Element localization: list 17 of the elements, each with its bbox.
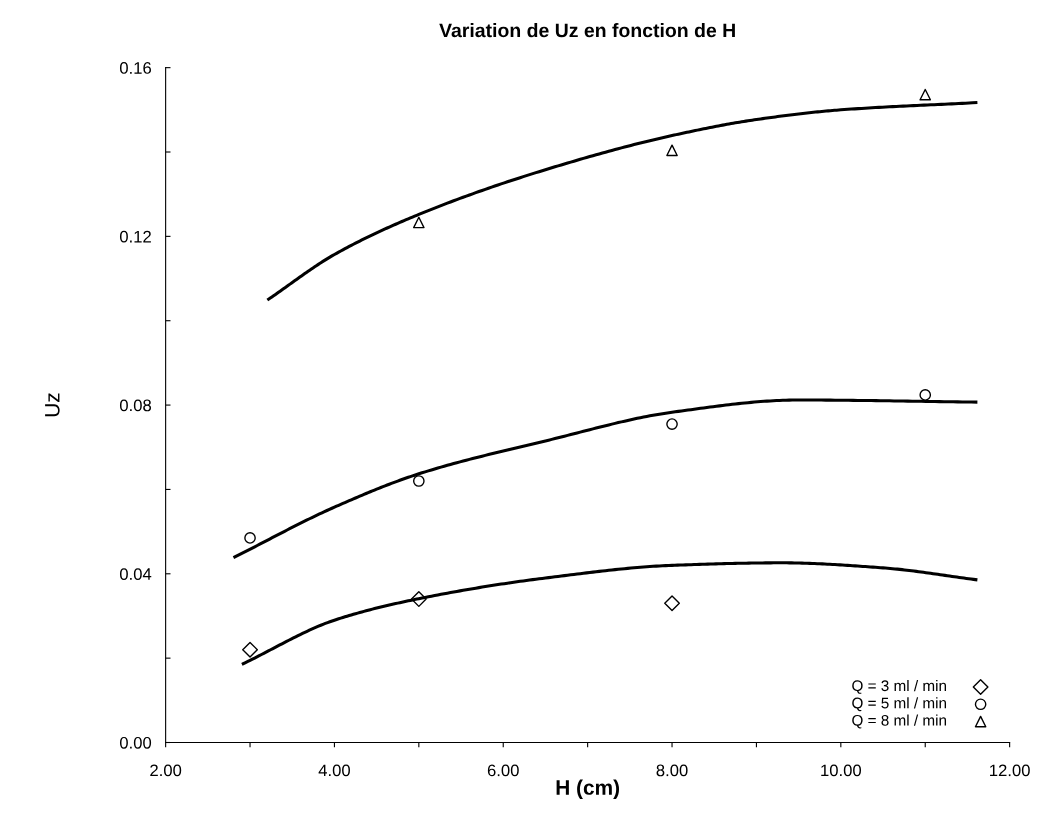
x-tick-label: 12.00 xyxy=(990,764,1030,777)
x-tick-label: 8.00 xyxy=(656,764,688,777)
y-tick-label: 0.08 xyxy=(119,399,152,412)
y-tick-label: 0.00 xyxy=(119,736,152,749)
chart-title: Variation de Uz en fonction de H xyxy=(439,23,735,38)
x-tick-label: 4.00 xyxy=(318,764,350,777)
x-tick-label: 10.00 xyxy=(821,764,862,777)
legend-label: Q = 8 ml / min xyxy=(852,714,947,729)
x-axis-title: H (cm) xyxy=(556,779,620,799)
legend-label: Q = 5 ml / min xyxy=(852,697,947,712)
legend-label: Q = 3 ml / min xyxy=(852,679,947,694)
y-tick-label: 0.12 xyxy=(119,230,151,243)
y-tick-label: 0.04 xyxy=(119,568,152,580)
x-tick-label: 6.00 xyxy=(487,764,519,777)
x-tick-label: 2.00 xyxy=(150,764,182,777)
y-axis-title: Uz xyxy=(45,393,60,417)
y-tick-label: 0.16 xyxy=(119,62,152,74)
